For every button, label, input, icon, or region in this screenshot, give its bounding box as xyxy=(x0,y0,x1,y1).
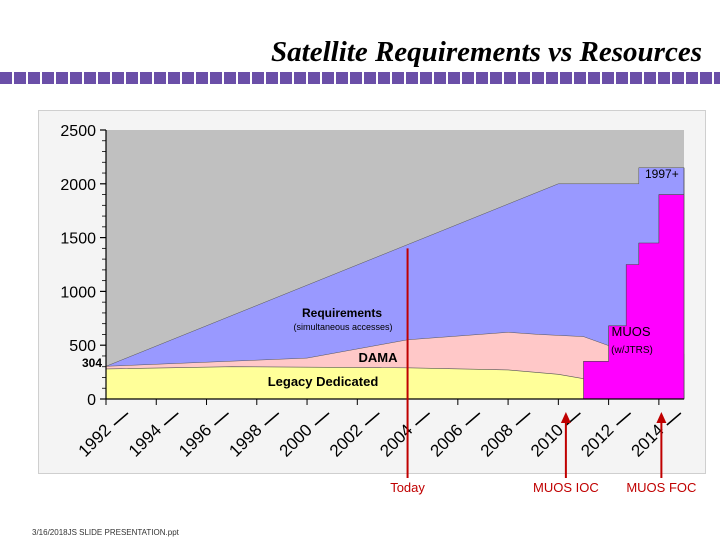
x-tick-leader xyxy=(515,412,531,426)
x-tick-leader xyxy=(415,412,431,426)
title-bar-square xyxy=(406,72,418,84)
title-bar-square xyxy=(238,72,250,84)
area-muos xyxy=(570,167,685,400)
x-tick-label: 2008 xyxy=(477,420,517,460)
x-tick-leader xyxy=(264,412,280,426)
x-tick-label: 2010 xyxy=(527,420,567,460)
label-muos-sub: (w/JTRS) xyxy=(611,345,653,356)
title-bar-square xyxy=(126,72,138,84)
x-tick-label: 2006 xyxy=(426,420,466,460)
title-bar-square xyxy=(196,72,208,84)
title-bar-square xyxy=(28,72,40,84)
x-tick-leader xyxy=(616,412,632,426)
title-bar-square xyxy=(98,72,110,84)
x-tick-label: 2002 xyxy=(326,420,366,460)
title-bar-square xyxy=(182,72,194,84)
x-tick-label: 1992 xyxy=(75,420,115,460)
title-bar-square xyxy=(434,72,446,84)
title-bar-square xyxy=(294,72,306,84)
title-bar-square xyxy=(84,72,96,84)
title-bar-square xyxy=(700,72,712,84)
title-bar-square xyxy=(616,72,628,84)
x-tick-leader xyxy=(214,412,230,426)
title-bar-square xyxy=(420,72,432,84)
x-tick-label: 2004 xyxy=(376,420,416,460)
title-bar-square xyxy=(532,72,544,84)
title-bar-square xyxy=(560,72,572,84)
title-bar-square xyxy=(574,72,586,84)
x-tick-leader xyxy=(364,412,380,426)
x-tick-label: 2000 xyxy=(276,420,316,460)
x-tick-leader xyxy=(666,412,682,426)
title-bar-square xyxy=(490,72,502,84)
title-bar-square xyxy=(588,72,600,84)
title-bar-square xyxy=(672,72,684,84)
y-tick-label: 1000 xyxy=(60,284,96,301)
marker-label-muos-ioc: MUOS IOC xyxy=(533,480,599,495)
title-bar-square xyxy=(154,72,166,84)
title-bar-square xyxy=(364,72,376,84)
title-bar-square xyxy=(644,72,656,84)
title-bar-square xyxy=(70,72,82,84)
label-muos: MUOS xyxy=(612,324,651,339)
title-bar-square xyxy=(112,72,124,84)
x-tick-label: 1994 xyxy=(125,420,165,460)
title-bar-square xyxy=(630,72,642,84)
title-bar-square xyxy=(476,72,488,84)
title-bar-square xyxy=(686,72,698,84)
label-dama: DAMA xyxy=(359,350,399,365)
title-bar-square xyxy=(308,72,320,84)
label-year-note: 1997+ xyxy=(645,167,679,181)
title-bar-square xyxy=(266,72,278,84)
x-tick-leader xyxy=(113,412,129,426)
marker-label-today: Today xyxy=(390,480,425,495)
title-bar-square xyxy=(602,72,614,84)
label-requirements-sub: (simultaneous accesses) xyxy=(293,322,392,332)
title-bar-square xyxy=(140,72,152,84)
x-tick-label: 2012 xyxy=(577,420,617,460)
y-tick-label: 500 xyxy=(69,338,96,355)
title-bar-square xyxy=(56,72,68,84)
title-bar-square xyxy=(336,72,348,84)
slide-title: Satellite Requirements vs Resources xyxy=(271,36,702,68)
title-bar-square xyxy=(322,72,334,84)
title-bar-square xyxy=(504,72,516,84)
title-bar-square xyxy=(714,72,720,84)
title-bar-square xyxy=(462,72,474,84)
label-legacy: Legacy Dedicated xyxy=(268,374,379,389)
x-tick-leader xyxy=(465,412,481,426)
title-bar-square xyxy=(210,72,222,84)
title-bar xyxy=(0,72,720,84)
y-tick-label: 1500 xyxy=(60,231,96,248)
marker-arrow xyxy=(560,412,571,423)
title-bar-square xyxy=(392,72,404,84)
title-bar-square xyxy=(0,72,12,84)
title-bar-square xyxy=(280,72,292,84)
marker-arrow xyxy=(656,412,667,423)
label-start-value: 304 xyxy=(82,356,102,370)
title-bar-square xyxy=(224,72,236,84)
x-tick-leader xyxy=(163,412,179,426)
title-bar-square xyxy=(448,72,460,84)
title-bar-square xyxy=(546,72,558,84)
title-bar-square xyxy=(378,72,390,84)
title-bar-square xyxy=(42,72,54,84)
y-tick-label: 2500 xyxy=(60,123,96,140)
x-tick-label: 1998 xyxy=(225,420,265,460)
footer: 3/16/2018JS SLIDE PRESENTATION.ppt xyxy=(32,528,179,537)
x-tick-label: 1996 xyxy=(175,420,215,460)
marker-label-muos-foc: MUOS FOC xyxy=(626,480,696,495)
title-bar-square xyxy=(518,72,530,84)
title-bar-square xyxy=(658,72,670,84)
y-tick-label: 2000 xyxy=(60,177,96,194)
x-tick-leader xyxy=(314,412,330,426)
label-requirements: Requirements xyxy=(302,306,382,320)
title-bar-square xyxy=(350,72,362,84)
title-bar-square xyxy=(252,72,264,84)
y-tick-label: 0 xyxy=(87,392,96,409)
title-bar-square xyxy=(168,72,180,84)
title-bar-square xyxy=(14,72,26,84)
